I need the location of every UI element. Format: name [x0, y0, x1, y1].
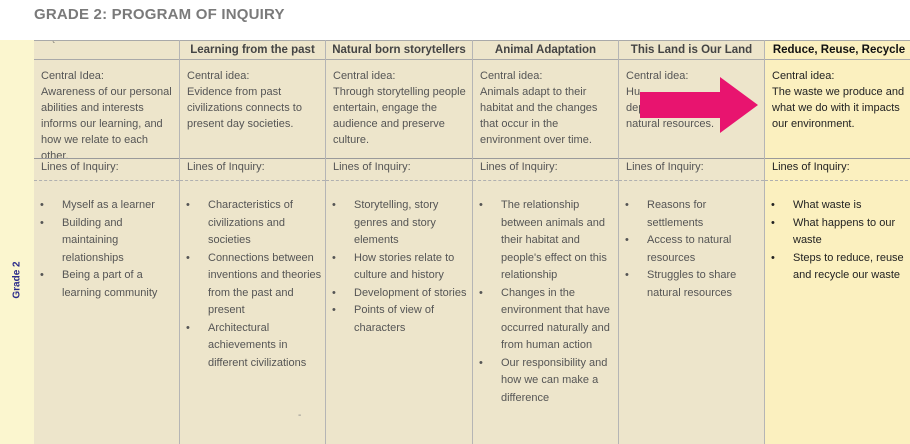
list-item: Our responsibility and how we can make a…: [473, 355, 618, 408]
central-idea-text: Through storytelling people entertain, e…: [333, 86, 466, 146]
lines-of-inquiry-label: Lines of Inquiry:: [772, 161, 850, 173]
inquiry-list: Reasons for settlements Access to natura…: [619, 197, 764, 302]
section-divider: [180, 158, 325, 159]
lines-of-inquiry-label: Lines of Inquiry:: [626, 161, 704, 173]
central-idea: Central Idea: Awareness of our personal …: [41, 68, 175, 164]
list-item: Being a part of a learning community: [34, 267, 179, 302]
central-idea-label: Central idea:: [772, 70, 835, 82]
list-item: Myself as a learner: [34, 197, 179, 215]
section-divider: [473, 158, 618, 159]
column-header: Natural born storytellers: [326, 40, 472, 60]
section-divider: [765, 158, 910, 159]
column-header: Animal Adaptation: [473, 40, 618, 60]
list-item: How stories relate to culture and histor…: [326, 250, 472, 285]
column-header: [34, 40, 179, 60]
central-idea-text-3: natural resources.: [626, 118, 715, 130]
list-item: Reasons for settlements: [619, 197, 764, 232]
grade-label: Grade 2: [11, 261, 23, 299]
column-reduce-reuse-recycle: Reduce, Reuse, Recycle Central idea: The…: [765, 40, 910, 444]
section-divider: [619, 158, 764, 159]
inquiry-list: Characteristics of civilizations and soc…: [180, 197, 325, 372]
dashed-divider: [619, 180, 764, 181]
column-natural-born-storytellers: Natural born storytellers Central idea: …: [326, 40, 473, 444]
list-item: Changes in the environment that have occ…: [473, 285, 618, 355]
central-idea-text: Evidence from past civilizations connect…: [187, 86, 302, 130]
lines-of-inquiry-label: Lines of Inquiry:: [480, 161, 558, 173]
list-item: What waste is: [765, 197, 910, 215]
list-item: Connections between inventions and theor…: [180, 250, 325, 320]
list-item: What happens to our waste: [765, 215, 910, 250]
list-item: Characteristics of civilizations and soc…: [180, 197, 325, 250]
dashed-divider: [765, 180, 910, 181]
central-idea: Central idea: Through storytelling peopl…: [333, 68, 468, 148]
list-item: Access to natural resources: [619, 232, 764, 267]
dashed-divider: [34, 180, 179, 181]
central-idea-label: Central idea:: [333, 70, 396, 82]
list-item: Storytelling, story genres and story ele…: [326, 197, 472, 250]
lines-of-inquiry-label: Lines of Inquiry:: [41, 161, 119, 173]
list-item: Architectural achievements in different …: [180, 320, 325, 373]
central-idea: Central idea: The waste we produce and w…: [772, 68, 909, 132]
dashed-divider: [326, 180, 472, 181]
inquiry-list: The relationship between animals and the…: [473, 197, 618, 407]
central-idea-text: The waste we produce and what we do with…: [772, 86, 905, 130]
arrow-shape: [640, 77, 758, 133]
list-item: Steps to reduce, reuse and recycle our w…: [765, 250, 910, 285]
inquiry-list: Myself as a learner Building and maintai…: [34, 197, 179, 302]
section-divider: [326, 158, 472, 159]
pink-arrow-icon: [640, 77, 758, 133]
dashed-divider: [473, 180, 618, 181]
central-idea: Central idea: Animals adapt to their hab…: [480, 68, 614, 148]
lines-of-inquiry-label: Lines of Inquiry:: [333, 161, 411, 173]
column-header: Learning from the past: [180, 40, 325, 60]
column-self: Central Idea: Awareness of our personal …: [34, 40, 180, 444]
column-header: Reduce, Reuse, Recycle: [765, 40, 910, 60]
central-idea-text: Awareness of our personal abilities and …: [41, 86, 172, 162]
list-item: Struggles to share natural resources: [619, 267, 764, 302]
page-title: GRADE 2: PROGRAM OF INQUIRY: [34, 6, 285, 23]
column-learning-from-the-past: Learning from the past Central idea: Evi…: [180, 40, 326, 444]
list-item: Building and maintaining relationships: [34, 215, 179, 268]
list-item: The relationship between animals and the…: [473, 197, 618, 285]
column-header: This Land is Our Land: [619, 40, 764, 60]
list-item: Development of stories: [326, 285, 472, 303]
header-mark: `: [52, 41, 56, 52]
central-idea-label: Central idea:: [187, 70, 250, 82]
section-divider: [34, 158, 179, 159]
central-idea-label: Central idea:: [480, 70, 543, 82]
central-idea-label: Central Idea:: [41, 70, 104, 82]
grade-side-column: Grade 2: [0, 40, 35, 444]
inquiry-list: Storytelling, story genres and story ele…: [326, 197, 472, 337]
inquiry-table: Central Idea: Awareness of our personal …: [34, 40, 910, 444]
dashed-divider: [180, 180, 325, 181]
inquiry-list: What waste is What happens to our waste …: [765, 197, 910, 285]
central-idea-text: Animals adapt to their habitat and the c…: [480, 86, 598, 146]
stray-mark: -: [298, 410, 302, 421]
list-item: Points of view of characters: [326, 302, 472, 337]
column-animal-adaptation: Animal Adaptation Central idea: Animals …: [473, 40, 619, 444]
central-idea: Central idea: Evidence from past civiliz…: [187, 68, 321, 132]
lines-of-inquiry-label: Lines of Inquiry:: [187, 161, 265, 173]
central-idea-label: Central idea:: [626, 70, 689, 82]
